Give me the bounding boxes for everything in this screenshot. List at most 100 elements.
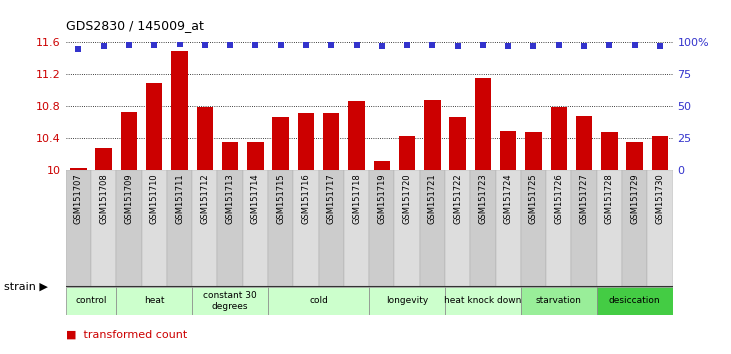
- Text: control: control: [75, 296, 107, 306]
- Bar: [142, 170, 167, 287]
- Text: GSM151722: GSM151722: [453, 173, 462, 224]
- Bar: [596, 170, 622, 287]
- Bar: [470, 170, 496, 287]
- Bar: [243, 170, 268, 287]
- Bar: [319, 170, 344, 287]
- Text: GSM151725: GSM151725: [529, 173, 538, 224]
- Bar: [348, 101, 365, 170]
- Bar: [399, 136, 415, 170]
- Point: [224, 42, 236, 48]
- Bar: [116, 287, 192, 315]
- Bar: [268, 287, 369, 315]
- Point: [401, 42, 413, 48]
- Point: [249, 42, 261, 48]
- Bar: [596, 287, 673, 315]
- Point: [654, 44, 666, 49]
- Bar: [222, 142, 238, 170]
- Point: [452, 44, 463, 49]
- Bar: [647, 170, 673, 287]
- Point: [351, 42, 363, 48]
- Bar: [96, 148, 112, 170]
- Bar: [445, 170, 470, 287]
- Text: GSM151716: GSM151716: [301, 173, 311, 224]
- Bar: [369, 170, 395, 287]
- Bar: [116, 170, 142, 287]
- Text: GSM151729: GSM151729: [630, 173, 639, 224]
- Text: GSM151723: GSM151723: [478, 173, 488, 224]
- Bar: [526, 132, 542, 170]
- Bar: [344, 170, 369, 287]
- Bar: [500, 131, 516, 170]
- Text: GSM151724: GSM151724: [504, 173, 512, 224]
- Text: GSM151728: GSM151728: [605, 173, 614, 224]
- Bar: [572, 170, 596, 287]
- Bar: [146, 83, 162, 170]
- Text: GSM151710: GSM151710: [150, 173, 159, 224]
- Bar: [369, 287, 445, 315]
- Bar: [192, 170, 218, 287]
- Bar: [171, 51, 188, 170]
- Point: [604, 42, 616, 48]
- Text: GSM151727: GSM151727: [580, 173, 588, 224]
- Bar: [445, 287, 521, 315]
- Point: [325, 42, 337, 48]
- Bar: [167, 170, 192, 287]
- Bar: [450, 116, 466, 170]
- Text: strain ▶: strain ▶: [4, 282, 48, 292]
- Bar: [293, 170, 319, 287]
- Text: GSM151709: GSM151709: [124, 173, 134, 224]
- Bar: [66, 170, 91, 287]
- Bar: [218, 170, 243, 287]
- Point: [174, 41, 186, 47]
- Point: [629, 42, 640, 48]
- Bar: [520, 287, 596, 315]
- Text: GSM151708: GSM151708: [99, 173, 108, 224]
- Text: GSM151712: GSM151712: [200, 173, 209, 224]
- Point: [376, 44, 387, 49]
- Text: GSM151718: GSM151718: [352, 173, 361, 224]
- Bar: [651, 136, 668, 170]
- Bar: [323, 113, 339, 170]
- Point: [300, 42, 312, 48]
- Bar: [192, 287, 268, 315]
- Point: [275, 42, 287, 48]
- Text: GSM151715: GSM151715: [276, 173, 285, 224]
- Bar: [247, 142, 264, 170]
- Point: [477, 42, 489, 48]
- Point: [502, 44, 514, 49]
- Bar: [424, 100, 441, 170]
- Point: [98, 44, 110, 49]
- Bar: [268, 170, 293, 287]
- Bar: [395, 170, 420, 287]
- Bar: [66, 287, 116, 315]
- Bar: [273, 116, 289, 170]
- Bar: [374, 161, 390, 170]
- Text: GSM151719: GSM151719: [377, 173, 386, 224]
- Bar: [420, 170, 445, 287]
- Text: heat knock down: heat knock down: [444, 296, 522, 306]
- Text: GSM151713: GSM151713: [226, 173, 235, 224]
- Bar: [550, 107, 567, 170]
- Point: [553, 42, 564, 48]
- Point: [72, 46, 84, 52]
- Text: GSM151714: GSM151714: [251, 173, 260, 224]
- Text: GSM151711: GSM151711: [175, 173, 184, 224]
- Text: GSM151726: GSM151726: [554, 173, 564, 224]
- Text: GSM151707: GSM151707: [74, 173, 83, 224]
- Bar: [576, 116, 592, 170]
- Point: [123, 42, 135, 48]
- Bar: [546, 170, 572, 287]
- Bar: [520, 170, 546, 287]
- Point: [199, 42, 211, 48]
- Point: [148, 42, 160, 48]
- Bar: [626, 142, 643, 170]
- Text: heat: heat: [144, 296, 164, 306]
- Text: starvation: starvation: [536, 296, 582, 306]
- Text: GSM151720: GSM151720: [403, 173, 412, 224]
- Text: constant 30
degrees: constant 30 degrees: [203, 291, 257, 310]
- Bar: [474, 78, 491, 170]
- Text: GSM151717: GSM151717: [327, 173, 336, 224]
- Text: GDS2830 / 145009_at: GDS2830 / 145009_at: [66, 19, 204, 32]
- Bar: [197, 107, 213, 170]
- Bar: [496, 170, 521, 287]
